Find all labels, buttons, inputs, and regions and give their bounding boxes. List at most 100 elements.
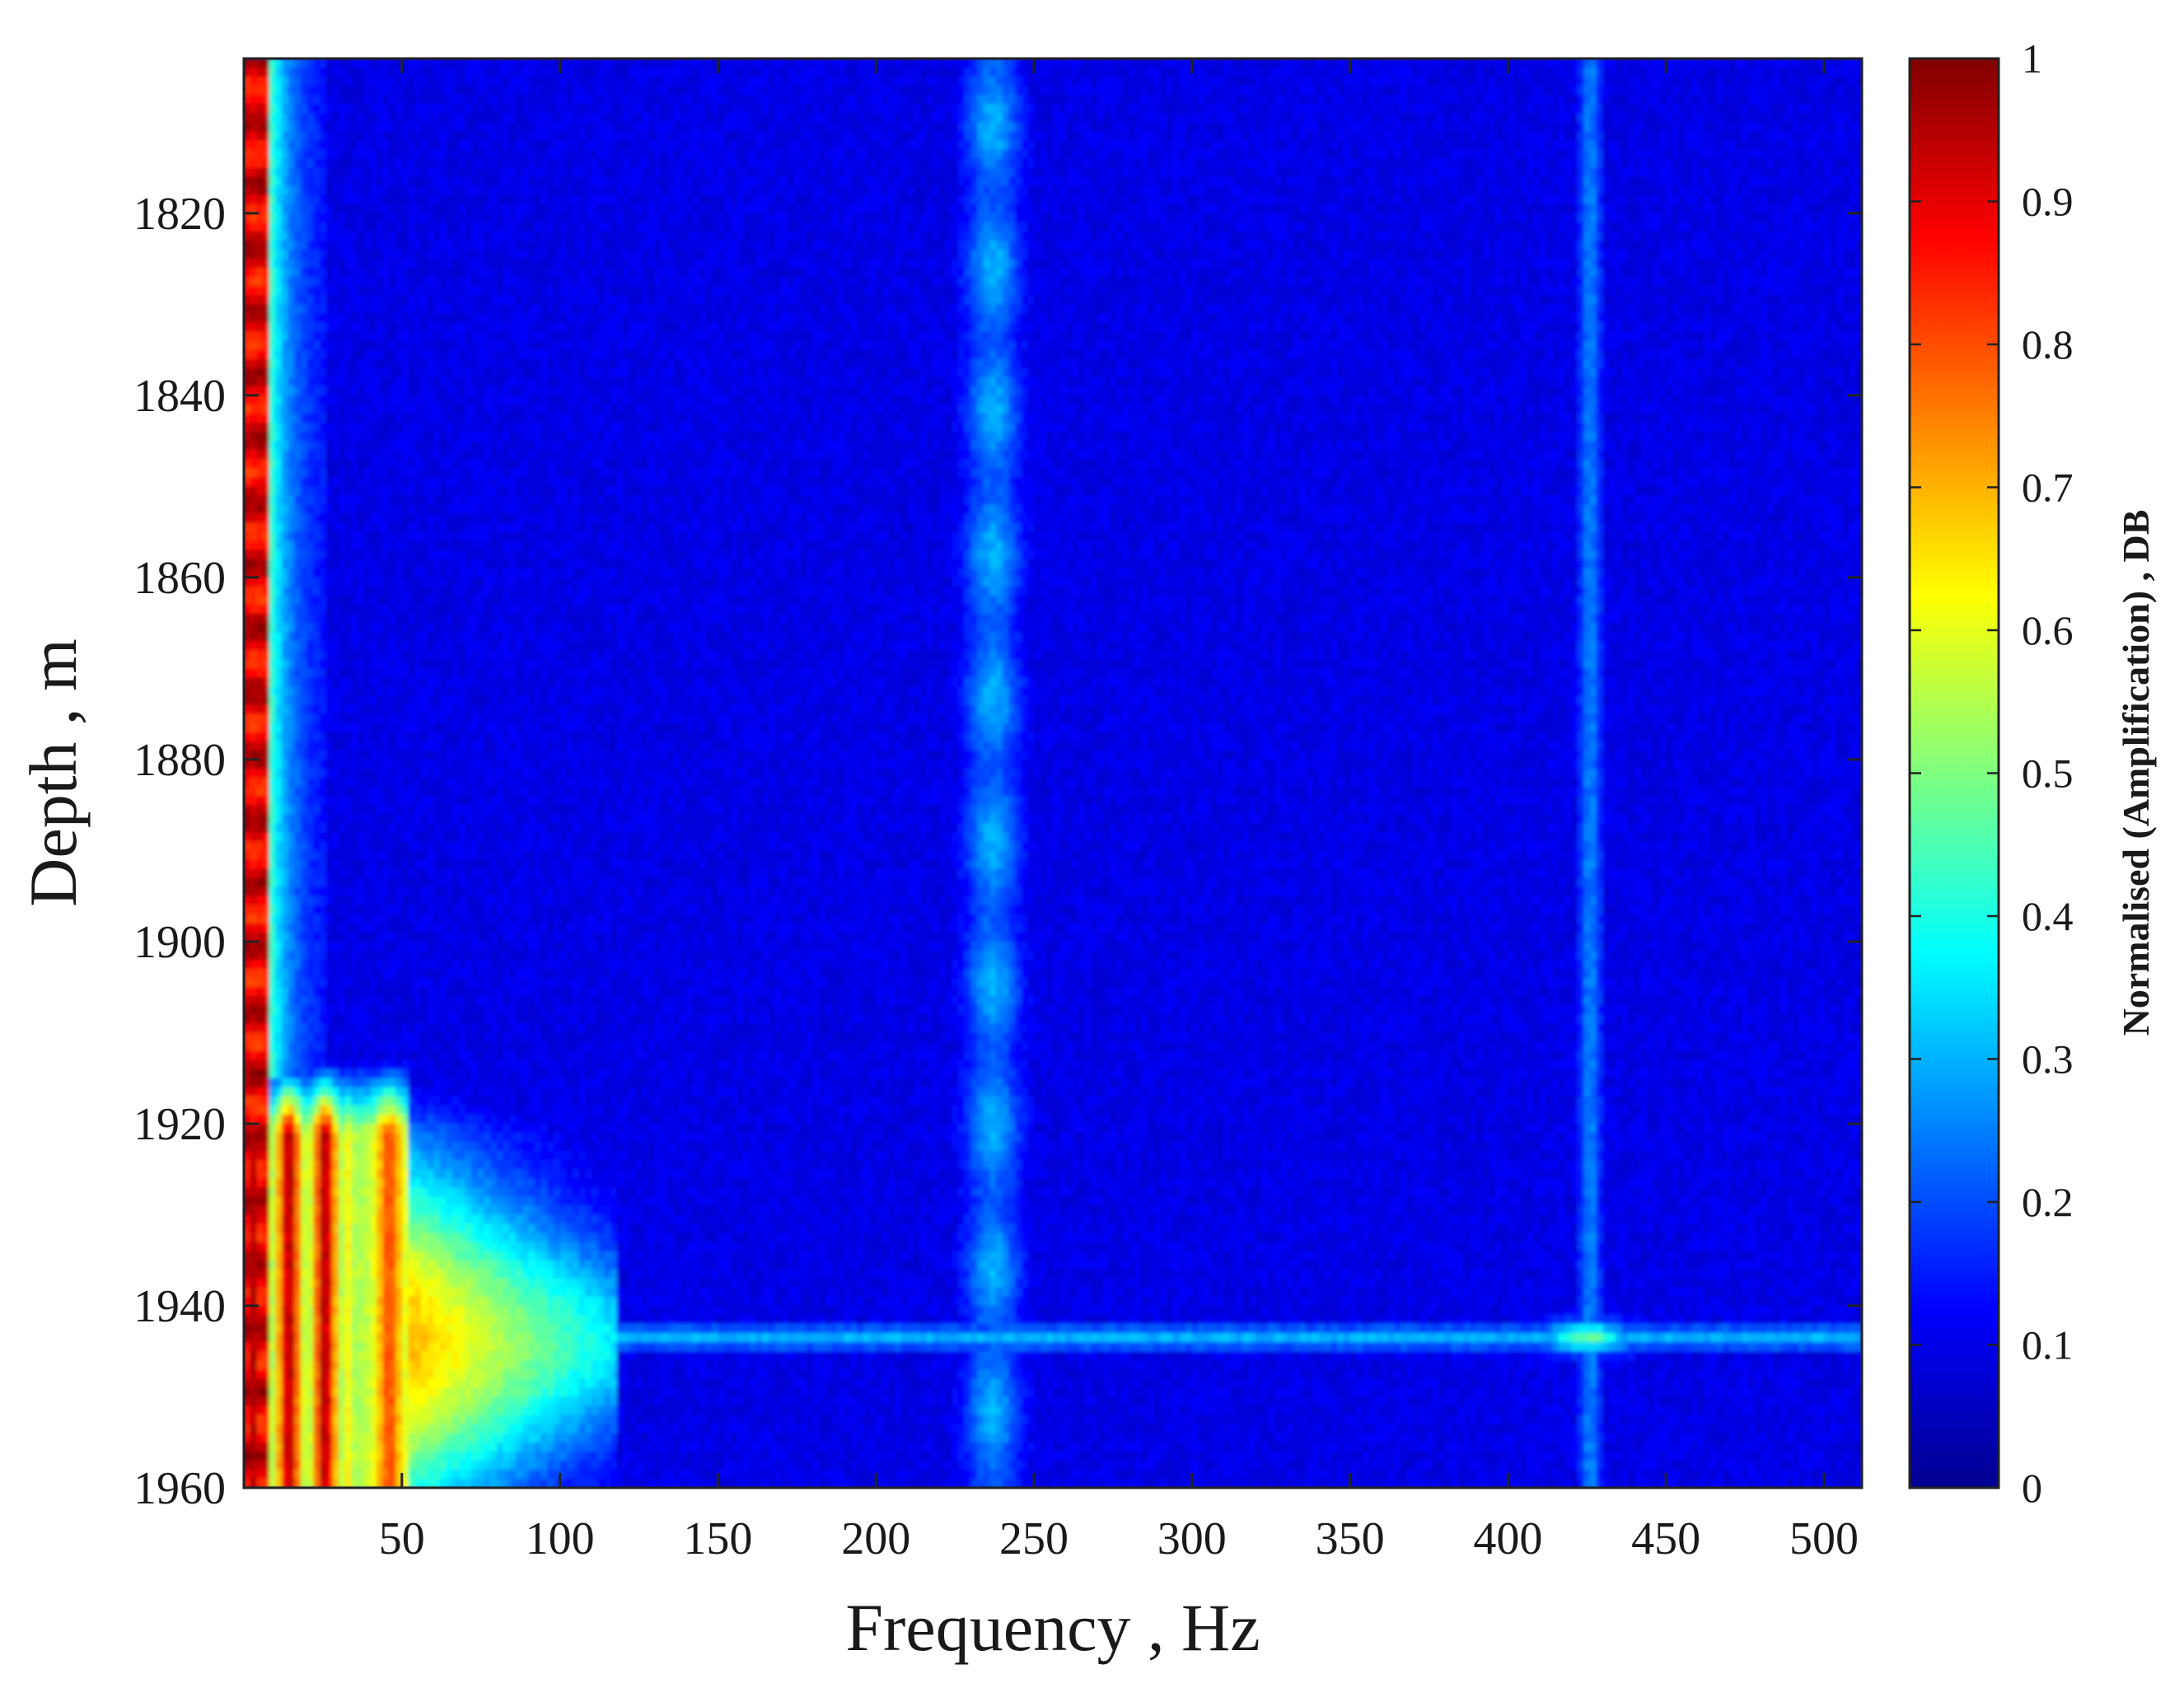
heatmap-cell (989, 168, 996, 178)
heatmap-cell (585, 168, 592, 178)
heatmap-cell (1413, 140, 1419, 150)
heatmap-cell (1489, 68, 1495, 77)
heatmap-cell (585, 150, 592, 160)
heatmap-cell (1129, 150, 1135, 160)
heatmap-cell (1628, 95, 1634, 105)
heatmap-cell (1470, 95, 1476, 105)
heatmap-cell (737, 150, 743, 160)
heatmap-cell (1710, 159, 1717, 169)
heatmap-cell (939, 168, 946, 178)
heatmap-cell (1318, 140, 1325, 150)
heatmap-cell (838, 77, 844, 87)
heatmap-cell (970, 95, 977, 105)
heatmap-cell (1160, 168, 1167, 178)
heatmap-cell (484, 150, 491, 160)
heatmap-cell (541, 95, 548, 105)
heatmap-cell (1817, 95, 1824, 105)
heatmap-cell (509, 131, 516, 141)
heatmap-cell (1634, 58, 1641, 68)
heatmap-cell (522, 150, 529, 160)
heatmap-cell (1148, 104, 1154, 114)
heatmap-cell (977, 68, 984, 77)
heatmap-cell (1432, 150, 1438, 160)
heatmap-cell (345, 113, 352, 123)
heatmap-cell (1325, 177, 1331, 187)
heatmap-cell (1578, 159, 1584, 169)
heatmap-cell (699, 168, 705, 178)
heatmap-cell (870, 113, 877, 123)
heatmap-cell (1318, 131, 1325, 141)
heatmap-cell (1824, 131, 1831, 141)
heatmap-cell (1457, 95, 1464, 105)
heatmap-cell (547, 58, 554, 68)
heatmap-cell (807, 150, 813, 160)
heatmap-cell (914, 150, 920, 160)
heatmap-cell (294, 86, 301, 96)
heatmap-cell (1211, 77, 1218, 87)
heatmap-cell (301, 95, 307, 105)
heatmap-cell (769, 159, 775, 169)
heatmap-cell (1065, 177, 1072, 187)
heatmap-cell (623, 131, 629, 141)
heatmap-cell (851, 104, 858, 114)
heatmap-cell (554, 122, 560, 132)
heatmap-cell (1312, 150, 1319, 160)
heatmap-cell (1571, 104, 1578, 114)
heatmap-cell (1034, 140, 1041, 150)
heatmap-cell (1540, 58, 1546, 68)
heatmap-cell (989, 86, 996, 96)
heatmap-cell (1141, 58, 1148, 68)
heatmap-cell (1103, 159, 1110, 169)
heatmap-cell (610, 177, 617, 187)
heatmap-cell (819, 113, 825, 123)
heatmap-cell (503, 77, 510, 87)
heatmap-cell (1666, 131, 1672, 141)
heatmap-cell (781, 131, 788, 141)
heatmap-cell (636, 122, 643, 132)
heatmap-cell (712, 113, 718, 123)
heatmap-cell (1736, 58, 1742, 68)
heatmap-cell (1621, 104, 1628, 114)
heatmap-cell (1084, 95, 1091, 105)
heatmap-cell (1274, 58, 1281, 68)
heatmap-cell (623, 68, 629, 77)
heatmap-cell (402, 140, 409, 150)
heatmap-cell (1046, 122, 1053, 132)
heatmap-cell (1540, 150, 1546, 160)
heatmap-cell (1217, 122, 1223, 132)
heatmap-cell (301, 68, 307, 77)
heatmap-cell (307, 104, 314, 114)
heatmap-cell (1451, 104, 1457, 114)
heatmap-cell (674, 68, 680, 77)
heatmap-cell (1533, 104, 1540, 114)
heatmap-cell (376, 177, 383, 187)
heatmap-cell (307, 86, 314, 96)
heatmap-cell (484, 113, 491, 123)
heatmap-cell (1564, 140, 1571, 150)
heatmap-cell (1091, 113, 1097, 123)
heatmap-cell (1464, 122, 1471, 132)
heatmap-cell (604, 86, 610, 96)
heatmap-cell (1072, 95, 1078, 105)
heatmap-cell (1015, 95, 1022, 105)
heatmap-cell (535, 77, 541, 87)
heatmap-cell (655, 77, 662, 87)
heatmap-cell (1287, 122, 1293, 132)
heatmap-cell (1388, 177, 1395, 187)
heatmap-cell (851, 95, 858, 105)
heatmap-cell (1059, 104, 1066, 114)
heatmap-cell (686, 95, 693, 105)
heatmap-cell (1666, 150, 1672, 160)
heatmap-cell (1103, 68, 1110, 77)
heatmap-cell (1514, 159, 1521, 169)
heatmap-cell (996, 58, 1003, 68)
heatmap-cell (1767, 113, 1774, 123)
heatmap-cell (1280, 177, 1287, 187)
heatmap-cell (433, 131, 440, 141)
heatmap-cell (414, 177, 421, 187)
heatmap-cell (250, 58, 257, 68)
heatmap-cell (275, 95, 282, 105)
heatmap-cell (592, 113, 598, 123)
heatmap-cell (1445, 122, 1452, 132)
heatmap-cell (592, 95, 598, 105)
